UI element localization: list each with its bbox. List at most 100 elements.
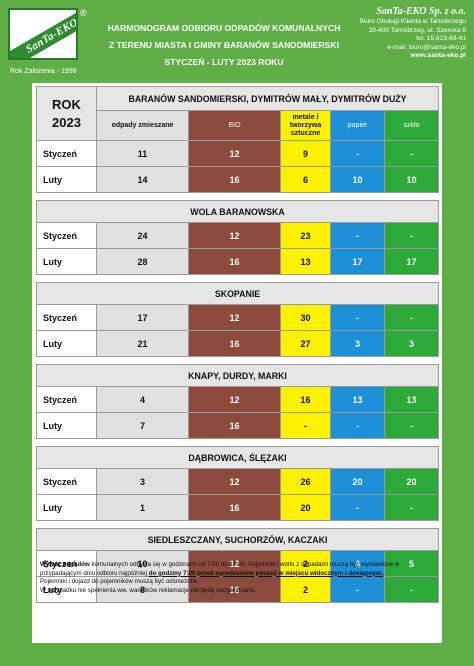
cell-bio: 12 [188, 550, 281, 577]
cell-metal: 2 [280, 550, 331, 577]
month-cell: Luty [36, 330, 97, 357]
table-row: Luty 21 16 27 3 3 [36, 330, 440, 357]
month-cell: Luty [36, 412, 97, 439]
cell-glass: - [383, 222, 440, 249]
cell-mixed: 1 [96, 494, 189, 521]
row-gap [36, 274, 439, 283]
cell-paper: - [330, 494, 385, 521]
cell-metal: 9 [280, 140, 331, 167]
cell-paper: 3 [330, 330, 385, 357]
table-row: Styczeń 3 12 26 20 20 [36, 468, 440, 495]
cell-mixed: 8 [96, 576, 189, 603]
cell-paper: - [330, 140, 385, 167]
document-title: HARMONOGRAM ODBIORU ODPADÓW KOMUNALNYCH … [92, 20, 356, 71]
cell-paper: 10 [330, 166, 385, 193]
cell-bio: 16 [188, 412, 281, 439]
cell-metal: 20 [280, 494, 331, 521]
cell-glass: 5 [383, 550, 440, 577]
year-label: ROK [52, 96, 81, 112]
table-row: Luty 1 16 20- - [36, 494, 440, 521]
year-value: 2023 [52, 114, 81, 130]
company-email: e-mail: biuro@santa-eko.pl [387, 43, 466, 51]
company-name: SanTa-EKO Sp. z o.o. [376, 6, 466, 17]
row-gap [36, 438, 439, 447]
cell-bio: 16 [188, 166, 281, 193]
table-row: Luty 14 16 6 10 10 [36, 166, 440, 193]
cell-bio: 12 [188, 140, 281, 167]
cell-glass: - [383, 140, 440, 167]
table-row: Styczeń 24 12 23- - [36, 222, 440, 249]
cell-mixed: 4 [96, 386, 189, 413]
company-phone: tel. 15 823-69-41 [416, 35, 466, 43]
cell-metal: 6 [280, 166, 331, 193]
note-snow: Pojemniki i dojazd do pojemników muszą b… [40, 578, 200, 586]
company-office: Biuro Obsługi Klienta w Tarnobrzegu [359, 18, 466, 25]
cell-metal: - [280, 412, 331, 439]
cell-metal: 30 [280, 304, 331, 331]
month-cell: Luty [36, 576, 97, 603]
registered-mark: ® [80, 8, 87, 18]
month-cell: Styczeń [36, 222, 97, 249]
cell-glass: - [383, 412, 440, 439]
table-row: Luty 7 16- - - [36, 412, 440, 439]
cell-glass: 10 [383, 166, 440, 193]
cell-bio: 16 [188, 494, 281, 521]
table-row: Styczeń 11 12 9- - [36, 140, 440, 167]
cell-paper: 4 [330, 550, 385, 577]
cell-bio: 12 [188, 222, 281, 249]
title-line-3: STYCZEŃ - LUTY 2023 ROKU [164, 57, 284, 67]
schedule-table: ROK 2023 BARANÓW SANDOMIERSKI, DYMITRÓW MA… [35, 86, 440, 603]
founded-text: Rok Założenia - 1998 [10, 68, 77, 75]
cell-bio: 16 [188, 330, 281, 357]
month-cell: Luty [36, 494, 97, 521]
area-name: BARANÓW SANDOMIERSKI, DYMITRÓW MAŁY, DYM… [95, 86, 440, 111]
column-header-metal: metale i tworzywa sztuczne [280, 110, 331, 141]
area-name: SIEDLESZCZANY, SUCHORZÓW, KACZAKI [35, 528, 440, 551]
cell-mixed: 21 [96, 330, 189, 357]
schedule-sheet: ROK 2023 BARANÓW SANDOMIERSKI, DYMITRÓW MA… [32, 83, 442, 643]
cell-glass: - [383, 494, 440, 521]
title-line-2: Z TERENU MIASTA I GMINY BARANÓW SANDOMIE… [109, 40, 339, 50]
cell-mixed: 11 [96, 140, 189, 167]
cell-paper: - [330, 412, 385, 439]
logo-badge: SanTa-EKO [8, 8, 78, 60]
cell-metal: 23 [280, 222, 331, 249]
company-contact: SanTa-EKO Sp. z o.o. Biuro Obsługi Klien… [348, 6, 466, 61]
cell-glass: 13 [383, 386, 440, 413]
cell-paper: - [330, 304, 385, 331]
cell-mixed: 7 [96, 412, 189, 439]
cell-metal: 13 [280, 248, 331, 275]
cell-bio: 12 [188, 304, 281, 331]
month-cell: Styczeń [36, 304, 97, 331]
column-header-bio: BIO [188, 110, 281, 141]
column-header-mixed: odpady zmieszane [96, 110, 189, 141]
cell-paper: 17 [330, 248, 385, 275]
area-name: WOLA BARANOWSKA [35, 200, 440, 223]
cell-glass: 20 [383, 468, 440, 495]
month-cell: Styczeń [36, 550, 97, 577]
column-header-glass: szkło [383, 110, 440, 141]
note-collection-hours: Wywóz odpadów komunalnych odbywa się w g… [40, 561, 400, 577]
note-complaints: W przypadku nie spełnienia ww. warunków … [40, 586, 256, 594]
cell-mixed: 3 [96, 468, 189, 495]
company-address: 39-400 Tarnobrzeg, ul. Szeroka 8 [368, 26, 466, 34]
cell-glass: 17 [383, 248, 440, 275]
cell-paper: 20 [330, 468, 385, 495]
cell-glass: - [383, 576, 440, 603]
month-cell: Styczeń [36, 468, 97, 495]
cell-mixed: 17 [96, 304, 189, 331]
company-website: www.santa-eko.pl [410, 52, 466, 60]
cell-metal: 16 [280, 386, 331, 413]
month-cell: Styczeń [36, 386, 97, 413]
table-row: Styczeń 10 12 2 4 5 [36, 550, 440, 577]
logo-brand-text: SanTa-EKO [23, 16, 78, 56]
table-row: Styczeń 17 12 30- - [36, 304, 440, 331]
cell-mixed: 24 [96, 222, 189, 249]
cell-mixed: 14 [96, 166, 189, 193]
cell-metal: 27 [280, 330, 331, 357]
area-name: SKOPANIE [35, 282, 440, 305]
year-cell: ROK 2023 [36, 86, 97, 141]
row-gap [36, 192, 439, 201]
cell-metal: 26 [280, 468, 331, 495]
month-cell: Luty [36, 166, 97, 193]
